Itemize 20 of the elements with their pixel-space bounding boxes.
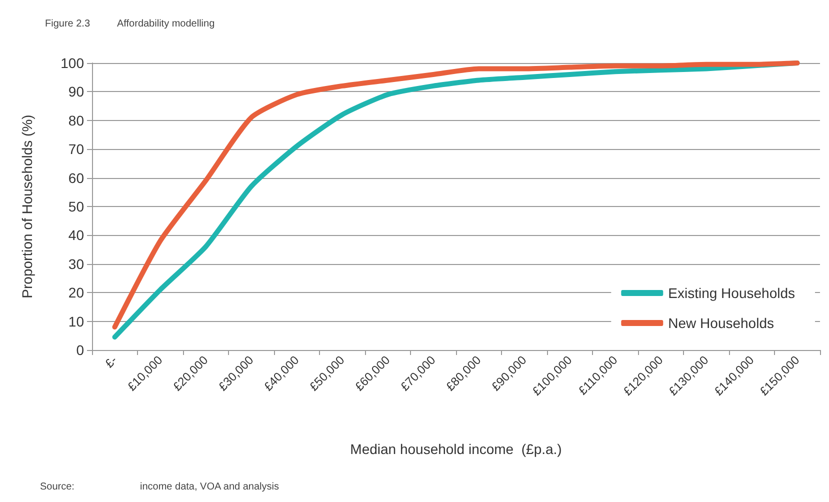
- y-tick-label: 10: [68, 313, 84, 330]
- y-tick-label: 70: [68, 141, 84, 158]
- y-tick-label: 30: [68, 256, 84, 272]
- legend-label: New Households: [668, 315, 774, 331]
- x-axis-title: Median household income (£p.a.): [350, 441, 562, 457]
- y-tick-label: 60: [68, 170, 84, 186]
- x-tick-label: £-: [102, 353, 120, 370]
- text: income data, VOA and analysis: [140, 482, 279, 492]
- y-tick-label: 100: [60, 55, 84, 71]
- legend-label: Existing Households: [668, 285, 796, 301]
- y-tick-label: 20: [68, 284, 84, 301]
- y-axis-title: Proportion of Households (%): [19, 114, 35, 298]
- chart-title: Figure 2.3: [45, 18, 90, 30]
- y-tick-label: 90: [68, 84, 84, 100]
- y-tick-label: 50: [68, 198, 84, 214]
- y-tick-label: 80: [68, 112, 84, 128]
- y-tick-label: 0: [76, 342, 84, 358]
- chart-subtitle: Affordability modelling: [117, 18, 215, 30]
- y-tick-label: 40: [68, 227, 84, 244]
- source-note: Source:: [40, 482, 74, 492]
